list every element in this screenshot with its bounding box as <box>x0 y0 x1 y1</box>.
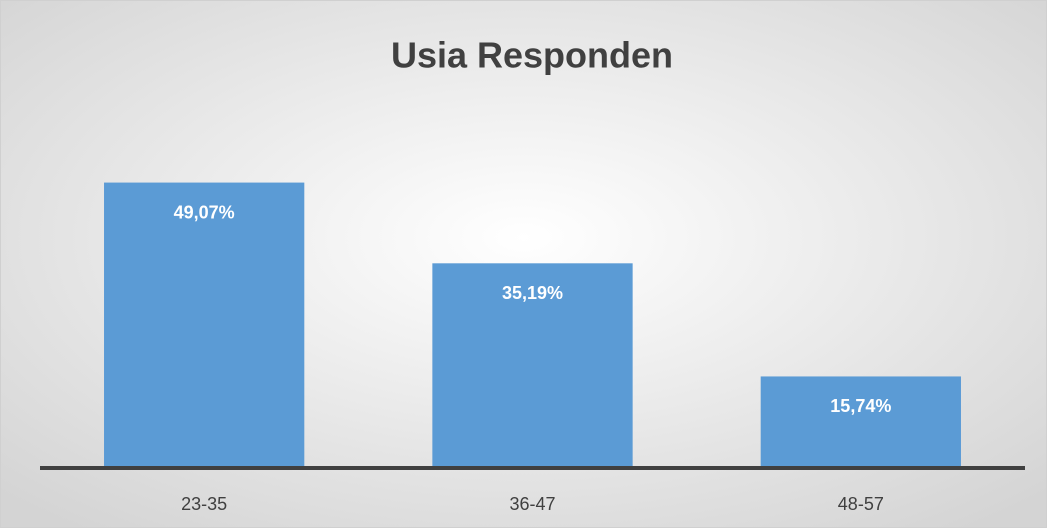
bar <box>760 376 961 468</box>
data-label: 15,74% <box>830 396 891 416</box>
data-label: 35,19% <box>502 283 563 303</box>
bar <box>104 182 305 468</box>
data-label: 49,07% <box>174 202 235 222</box>
x-tick-label: 23-35 <box>181 494 227 514</box>
x-tick-label: 36-47 <box>509 494 555 514</box>
x-tick-label: 48-57 <box>838 494 884 514</box>
chart-title: Usia Responden <box>391 35 673 76</box>
bar <box>432 263 633 468</box>
